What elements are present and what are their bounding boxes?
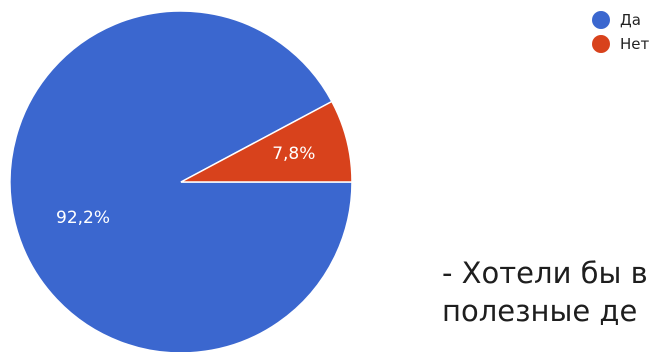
- question-caption: - Хотели бы в полезные де: [442, 254, 648, 330]
- legend-item-yes: Да: [592, 8, 649, 32]
- slice-label-yes: 92,2%: [56, 208, 110, 228]
- legend-label-no: Нет: [620, 35, 650, 53]
- legend-swatch-no: [592, 35, 610, 53]
- legend-label-yes: Да: [620, 11, 641, 29]
- caption-line-1: - Хотели бы в: [442, 256, 648, 290]
- legend-item-no: Нет: [592, 32, 649, 56]
- pie-labels: 92,2% 7,8%: [56, 144, 315, 228]
- legend-swatch-yes: [592, 11, 610, 29]
- slice-no: [180, 100, 353, 183]
- pie-slices: [9, 10, 353, 352]
- caption-line-2: полезные де: [442, 294, 638, 328]
- slice-label-no: 7,8%: [272, 144, 315, 164]
- chart-legend: Да Нет: [592, 8, 649, 56]
